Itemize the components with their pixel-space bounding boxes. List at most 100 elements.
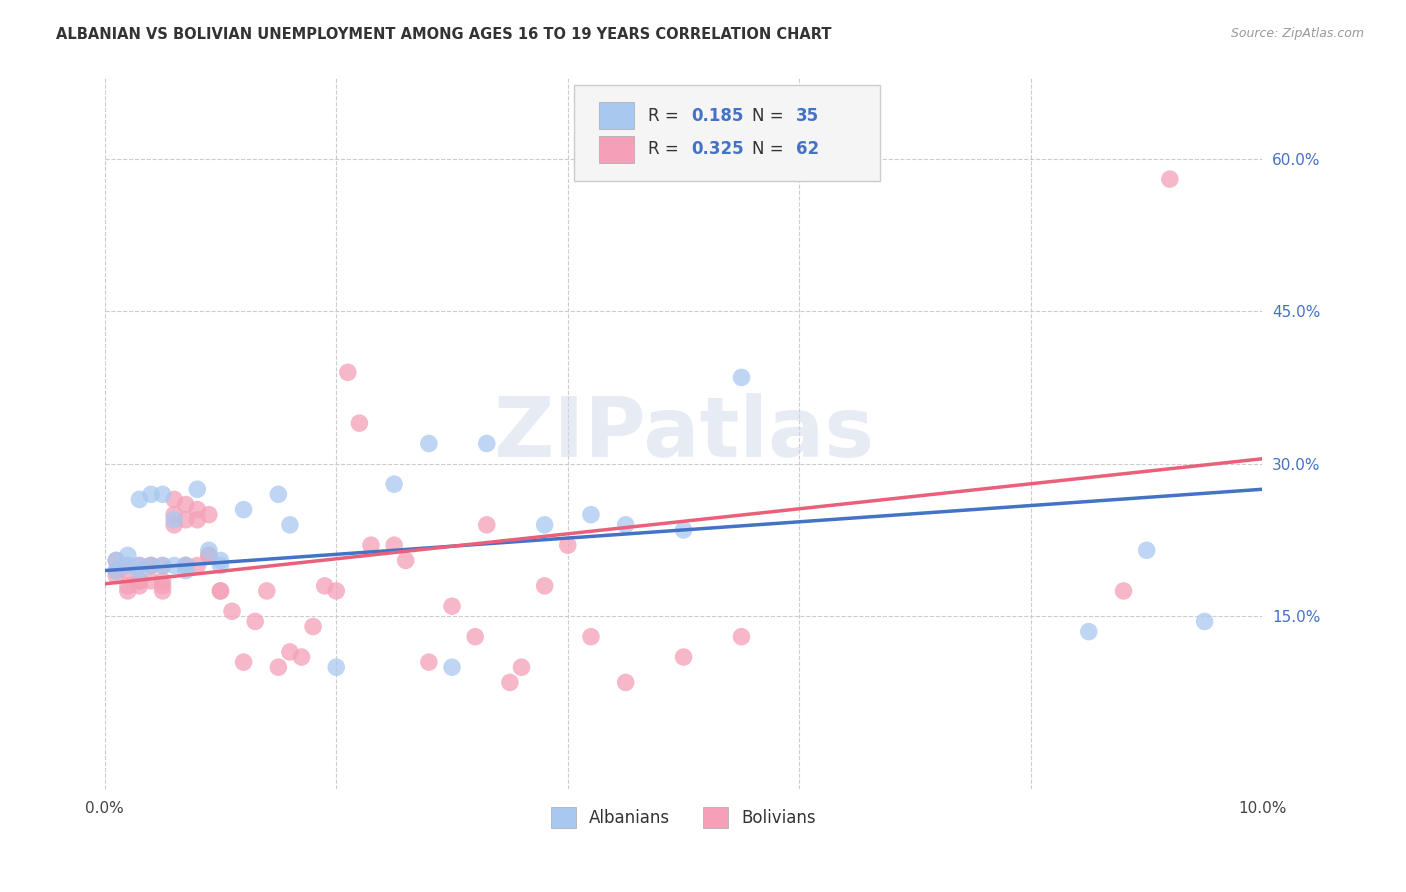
Point [163,558,186,573]
Point [290,650,312,665]
Point [139,487,162,501]
Point [117,583,139,598]
Point [209,553,232,567]
Point [336,365,359,379]
Point [672,650,695,665]
Point [672,523,695,537]
Point [209,583,232,598]
Point [1077,624,1099,639]
Text: R =: R = [648,140,683,158]
Point [395,553,418,567]
Point [186,482,208,496]
Point [1112,583,1135,598]
Point [510,660,533,674]
Point [349,416,371,430]
Point [186,558,208,573]
Point [174,513,197,527]
Point [418,655,440,669]
Point [186,502,208,516]
Point [174,564,197,578]
Point [579,508,602,522]
Text: ZIPatlas: ZIPatlas [494,392,875,474]
Point [464,630,486,644]
Point [117,564,139,578]
Point [152,487,174,501]
Point [557,538,579,552]
Point [105,564,128,578]
Point [117,579,139,593]
Point [139,574,162,588]
Point [163,513,186,527]
Point [152,558,174,573]
Point [117,558,139,573]
Point [614,675,637,690]
Point [139,558,162,573]
Text: ALBANIAN VS BOLIVIAN UNEMPLOYMENT AMONG AGES 16 TO 19 YEARS CORRELATION CHART: ALBANIAN VS BOLIVIAN UNEMPLOYMENT AMONG … [56,27,832,42]
FancyBboxPatch shape [599,103,634,129]
Point [209,558,232,573]
Point [499,675,522,690]
Point [314,579,336,593]
Text: N =: N = [752,107,789,125]
Point [475,436,498,450]
Point [325,660,347,674]
Point [1159,172,1181,186]
Point [382,538,405,552]
Point [730,370,752,384]
Point [209,583,232,598]
Text: 0.185: 0.185 [692,107,744,125]
Point [198,543,221,558]
Point [163,508,186,522]
Point [128,574,150,588]
FancyBboxPatch shape [574,85,880,181]
Point [128,558,150,573]
Point [163,492,186,507]
Text: 0.325: 0.325 [692,140,744,158]
Point [278,645,301,659]
Point [360,538,382,552]
Point [128,574,150,588]
Point [440,660,463,674]
Point [105,553,128,567]
Point [614,517,637,532]
Text: 35: 35 [796,107,820,125]
Point [128,558,150,573]
Point [302,619,325,633]
Point [174,498,197,512]
Text: N =: N = [752,140,789,158]
Point [105,568,128,582]
Point [267,487,290,501]
Point [128,564,150,578]
Point [174,558,197,573]
Point [128,492,150,507]
Text: R =: R = [648,107,683,125]
Point [730,630,752,644]
Point [533,579,555,593]
Point [1136,543,1159,558]
Point [325,583,347,598]
Point [267,660,290,674]
Point [105,553,128,567]
Point [245,615,267,629]
Legend: Albanians, Bolivians: Albanians, Bolivians [544,801,823,834]
Point [221,604,243,618]
Point [163,517,186,532]
Point [152,583,174,598]
Point [198,549,221,563]
Point [174,558,197,573]
Point [533,517,555,532]
Point [117,549,139,563]
Point [186,513,208,527]
Point [139,558,162,573]
Point [475,517,498,532]
Point [152,558,174,573]
Text: Source: ZipAtlas.com: Source: ZipAtlas.com [1230,27,1364,40]
Point [174,558,197,573]
Point [105,564,128,578]
Point [579,630,602,644]
Point [198,549,221,563]
Point [440,599,463,614]
Text: 62: 62 [796,140,820,158]
Point [256,583,278,598]
Point [198,508,221,522]
